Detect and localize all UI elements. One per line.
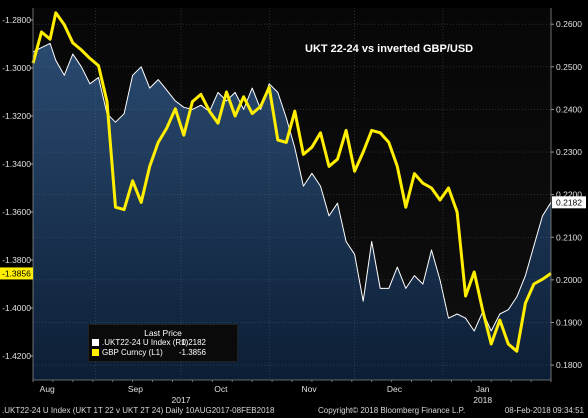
- series-line-1: [31, 11, 552, 353]
- left-tick-label-5: -1.3800: [2, 255, 31, 265]
- footer-center: Copyright© 2018 Bloomberg Finance L.P.: [318, 406, 466, 415]
- legend-header: Last Price: [144, 328, 182, 338]
- footer-right: 08-Feb-2018 09:34:51: [504, 406, 584, 415]
- legend-entry-ukt: .UKT22-24 U Index (R1) 0.2182: [92, 338, 234, 348]
- right-tick-label-1: 0.2500: [556, 62, 582, 72]
- x-month-label-4: Dec: [387, 384, 403, 394]
- x-month-label-1: Sep: [128, 384, 143, 394]
- legend-label-ukt: .UKT22-24 U Index (R1): [102, 338, 189, 347]
- x-axis: Aug Sep Oct Nov Dec Jan 2017 2018: [32, 379, 552, 405]
- legend: Last Price .UKT22-24 U Index (R1) 0.2182…: [88, 324, 238, 362]
- legend-entry-gbp: GBP Curncy (L1) -1.3856: [92, 348, 234, 358]
- series-lines: [31, 11, 552, 353]
- footer: .UKT22-24 U Index (UKT 1T 22 v UKT 2T 24…: [0, 405, 588, 418]
- legend-value-gbp: -1.3856: [178, 348, 206, 357]
- left-tick-label-3: -1.3400: [2, 159, 31, 169]
- legend-swatch-gbp: [92, 349, 99, 356]
- series-line-0: [32, 42, 552, 332]
- right-tick-label-4: 0.2200: [556, 190, 582, 200]
- left-tick-label-6: -1.4000: [2, 303, 31, 313]
- x-year-label-0: 2017: [172, 395, 191, 405]
- legend-label-gbp: GBP Curncy (L1): [102, 348, 163, 357]
- left-tick-label-4: -1.3600: [2, 207, 31, 217]
- right-tick-label-6: 0.2000: [556, 275, 582, 285]
- right-tick-label-3: 0.2300: [556, 147, 582, 157]
- ukt-area-fill: [33, 43, 551, 381]
- x-month-label-2: Oct: [214, 384, 228, 394]
- right-current-badge: [552, 196, 586, 209]
- x-month-label-0: Aug: [40, 384, 55, 394]
- chart-title: UKT 22-24 vs inverted GBP/USD: [305, 43, 473, 55]
- left-tick-label-1: -1.3000: [2, 63, 31, 73]
- right-tick-label-5: 0.2100: [556, 232, 582, 242]
- left-axis: -1.2800 -1.3000 -1.3200 -1.3400 -1.3600 -1.38…: [0, 8, 34, 380]
- right-tick-label-7: 0.1900: [556, 317, 582, 327]
- legend-swatch-ukt: [92, 339, 99, 346]
- x-month-label-3: Nov: [302, 384, 318, 394]
- left-tick-label-7: -1.4200: [2, 351, 31, 361]
- left-tick-label-2: -1.3200: [2, 111, 31, 121]
- left-current-value: -1.3856: [2, 268, 31, 278]
- left-tick-label-0: -1.2800: [2, 15, 31, 25]
- right-tick-label-8: 0.1800: [556, 360, 582, 370]
- footer-left: .UKT22-24 U Index (UKT 1T 22 v UKT 2T 24…: [2, 406, 275, 415]
- ukt-area: [33, 43, 551, 381]
- right-tick-label-0: 0.2600: [556, 19, 582, 29]
- right-axis: 0.2600 0.2500 0.2400 0.2300 0.2200 0.2100 0.20…: [550, 8, 586, 380]
- x-month-label-5: Jan: [476, 384, 490, 394]
- left-current-badge: [0, 267, 33, 280]
- right-current-value: 0.2182: [556, 197, 582, 207]
- x-year-label-1: 2018: [473, 395, 492, 405]
- legend-value-ukt: 0.2182: [181, 338, 206, 347]
- right-tick-label-2: 0.2400: [556, 104, 582, 114]
